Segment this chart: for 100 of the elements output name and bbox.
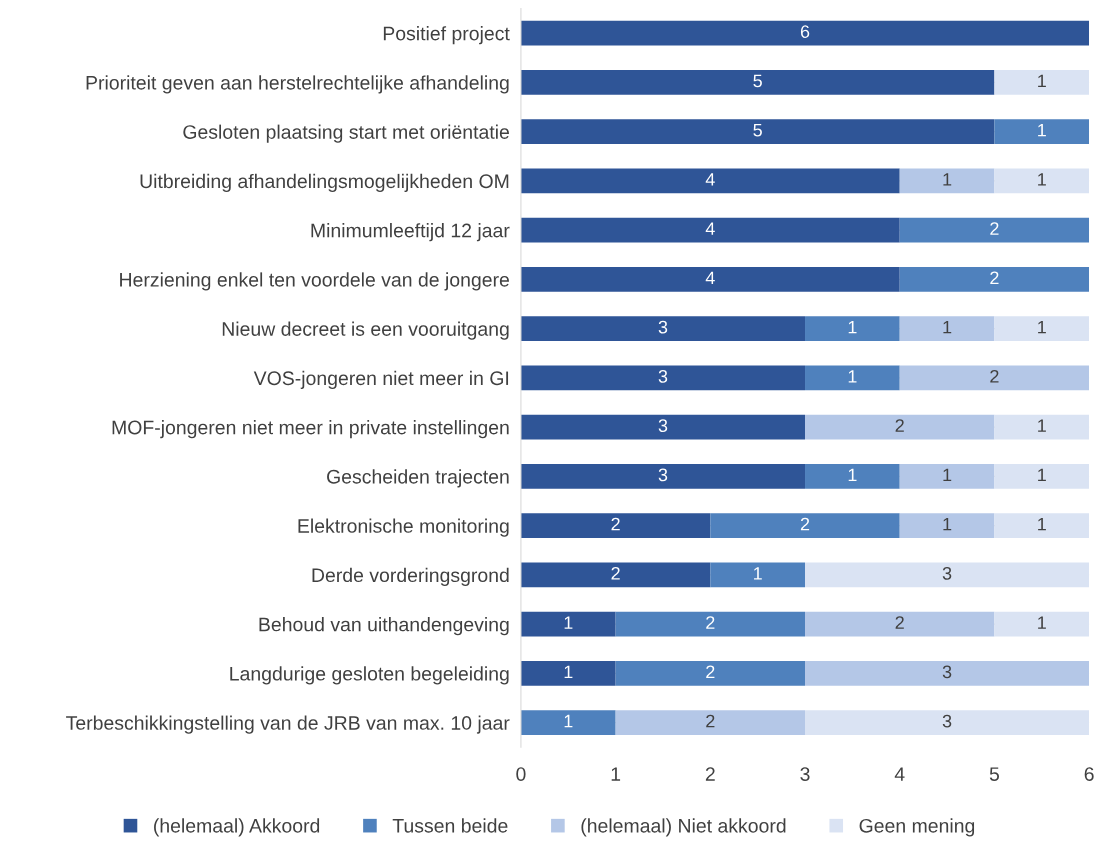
y-tick-label: Gescheiden trajecten bbox=[327, 469, 509, 488]
data-label: 2 bbox=[706, 665, 715, 679]
bar bbox=[805, 464, 900, 489]
data-label: 1 bbox=[754, 567, 762, 580]
data-label: 5 bbox=[753, 123, 762, 137]
bar bbox=[899, 267, 1090, 292]
bar bbox=[899, 168, 995, 194]
bar bbox=[994, 414, 1090, 440]
bar bbox=[805, 611, 995, 637]
data-label: 2 bbox=[706, 616, 715, 629]
bar bbox=[805, 365, 900, 391]
bar bbox=[520, 513, 711, 538]
y-tick-label: Uitbreiding afhandelingsmogelijkheden OM bbox=[140, 173, 509, 192]
bar bbox=[899, 513, 995, 538]
data-label: 1 bbox=[1038, 517, 1046, 531]
data-label: 4 bbox=[705, 222, 715, 235]
data-label: 4 bbox=[705, 173, 715, 186]
bar bbox=[520, 710, 616, 735]
bar bbox=[899, 365, 1090, 391]
data-label: 5 bbox=[753, 74, 762, 88]
data-label: 2 bbox=[990, 222, 999, 235]
data-label: 1 bbox=[848, 320, 857, 334]
data-label: 1 bbox=[848, 370, 857, 383]
data-label: 2 bbox=[990, 369, 999, 383]
data-label: 1 bbox=[564, 616, 573, 629]
y-tick-label: Elektronische monitoring bbox=[298, 518, 509, 537]
data-label: 1 bbox=[1038, 419, 1046, 432]
bar bbox=[615, 661, 806, 686]
data-label: 1 bbox=[1038, 123, 1046, 137]
data-label: 1 bbox=[848, 468, 857, 482]
y-tick-label: Nieuw decreet is een vooruitgang bbox=[222, 321, 509, 340]
y-tick-label: VOS-jongeren niet meer in GI bbox=[253, 370, 509, 389]
x-tick-label: 3 bbox=[800, 767, 810, 781]
data-label: 1 bbox=[564, 714, 573, 728]
legend-label: Tussen beide bbox=[392, 818, 508, 833]
data-label: 1 bbox=[564, 665, 573, 679]
bar bbox=[520, 20, 1090, 46]
data-label: 1 bbox=[1038, 74, 1046, 88]
y-tick-label: Behoud van uithandengeving bbox=[259, 617, 509, 636]
legend-label: (helemaal) Akkoord bbox=[154, 818, 320, 837]
data-label: 3 bbox=[942, 714, 952, 728]
bar bbox=[805, 562, 1090, 588]
data-label: 3 bbox=[942, 566, 952, 580]
x-tick-label: 1 bbox=[611, 767, 621, 781]
data-label: 1 bbox=[1038, 173, 1046, 186]
bar bbox=[520, 217, 900, 243]
legend-label: Geen mening bbox=[859, 818, 975, 837]
data-label: 3 bbox=[658, 369, 668, 383]
legend-label: (helemaal) Niet akkoord bbox=[581, 818, 786, 837]
data-label: 1 bbox=[943, 517, 952, 531]
data-label: 2 bbox=[611, 566, 620, 580]
bar bbox=[710, 513, 900, 538]
bar bbox=[520, 119, 995, 144]
x-tick-label: 6 bbox=[1084, 767, 1094, 781]
data-label: 2 bbox=[895, 419, 904, 432]
x-tick-label: 0 bbox=[516, 767, 526, 781]
data-label: 2 bbox=[990, 271, 999, 285]
data-label: 4 bbox=[705, 271, 715, 285]
data-label: 1 bbox=[1038, 320, 1046, 334]
bar bbox=[520, 562, 711, 588]
x-tick-label: 4 bbox=[894, 767, 905, 781]
data-label: 2 bbox=[706, 714, 715, 728]
bar bbox=[994, 513, 1090, 538]
y-tick-label: MOF-jongeren niet meer in private instellingen bbox=[112, 420, 509, 439]
x-tick-label: 5 bbox=[989, 767, 999, 781]
data-label: 1 bbox=[943, 320, 952, 334]
bar bbox=[520, 611, 616, 637]
y-tick-label: Terbeschikkingstelling van de JRB van max. 10 jaar bbox=[66, 715, 510, 734]
y-tick-label: Langdurige gesloten begeleiding bbox=[230, 666, 509, 685]
bar bbox=[520, 365, 806, 391]
bar bbox=[615, 710, 806, 735]
data-label: 1 bbox=[1038, 468, 1046, 482]
bar bbox=[899, 316, 995, 341]
bar bbox=[994, 316, 1090, 341]
data-label: 1 bbox=[1038, 616, 1046, 629]
data-label: 6 bbox=[800, 25, 810, 39]
y-tick-label: Minimumleeftijd 12 jaar bbox=[311, 223, 510, 242]
bar bbox=[805, 661, 1090, 686]
data-label: 1 bbox=[943, 173, 952, 186]
y-tick-label: Prioriteit geven aan herstelrechtelijke afhandeling bbox=[86, 75, 509, 94]
x-tick-label: 2 bbox=[705, 767, 715, 781]
data-label: 2 bbox=[895, 616, 904, 629]
bar bbox=[520, 464, 806, 489]
data-label: 1 bbox=[943, 468, 952, 482]
bar bbox=[994, 611, 1090, 637]
data-label: 2 bbox=[611, 517, 620, 531]
bar bbox=[805, 414, 995, 440]
bar bbox=[994, 70, 1090, 95]
bar bbox=[805, 316, 900, 341]
bar bbox=[520, 661, 616, 686]
data-label: 3 bbox=[658, 419, 668, 432]
bar bbox=[994, 119, 1090, 144]
bar bbox=[805, 710, 1090, 735]
y-tick-label: Derde vorderingsgrond bbox=[312, 567, 509, 586]
bar bbox=[520, 168, 900, 194]
data-label: 2 bbox=[800, 517, 810, 531]
bar bbox=[899, 217, 1090, 243]
data-label: 3 bbox=[942, 665, 952, 679]
bar bbox=[899, 464, 995, 489]
data-label: 3 bbox=[658, 468, 668, 482]
